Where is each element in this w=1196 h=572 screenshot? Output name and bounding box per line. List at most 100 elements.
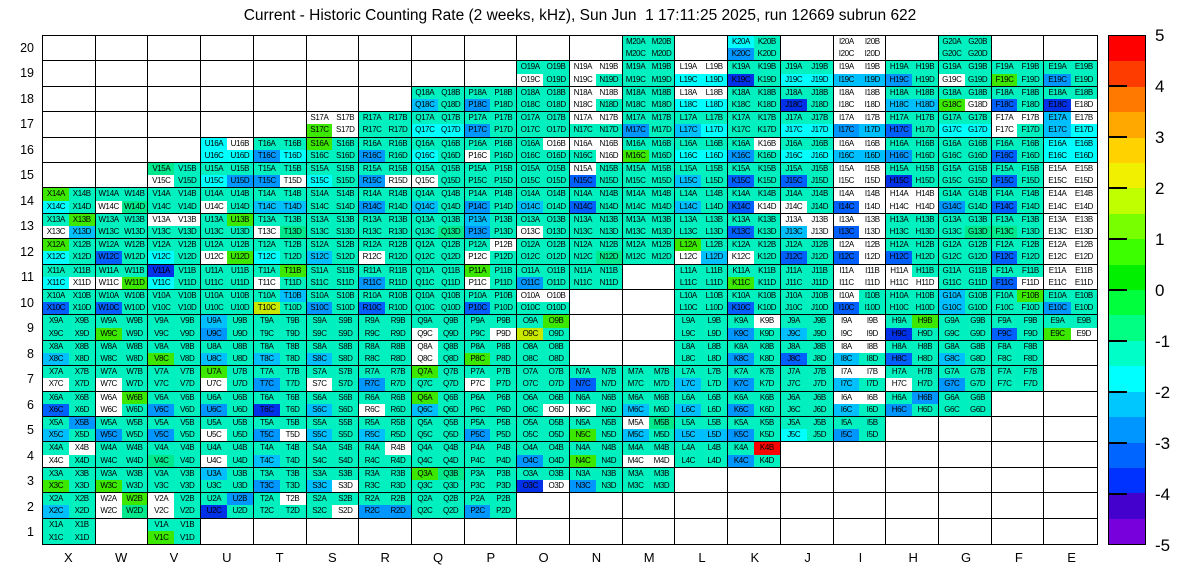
channel-T4B: T4B (279, 442, 306, 455)
empty-quadrant (728, 518, 754, 532)
channel-M17B: M17B (648, 112, 675, 125)
x-axis-label-W: W (115, 550, 128, 565)
channel-T16B: T16B (279, 137, 306, 150)
cell-T3: T3A T3B T3C T3D (253, 467, 307, 494)
cell-R19 (359, 61, 412, 87)
empty-quadrant (279, 98, 306, 112)
channel-G18A: G18A (938, 86, 965, 99)
channel-P2B: P2B (490, 493, 517, 506)
channel-J8A: J8A (780, 340, 807, 353)
channel-G11A: G11A (938, 264, 965, 277)
channel-L4D: L4D (701, 454, 728, 467)
empty-quadrant (306, 518, 333, 532)
channel-O10C: O10C (517, 302, 544, 315)
cell-E3 (1044, 467, 1097, 494)
cell-I19: I19A I19B I19C I19D (833, 61, 887, 87)
channel-V6C: V6C (148, 403, 175, 416)
channel-X13A: X13A (43, 213, 69, 226)
channel-V10D: V10D (174, 302, 201, 315)
channel-H7B: H7B (912, 366, 938, 379)
cell-R4: R4A R4B R4C R4D (359, 442, 412, 468)
channel-K6D: K6D (753, 403, 780, 416)
empty-quadrant (253, 518, 280, 532)
empty-quadrant (780, 505, 807, 518)
empty-quadrant (675, 505, 702, 518)
channel-U16B: U16B (226, 137, 253, 150)
channel-P13B: P13B (490, 213, 517, 226)
channel-F9A: F9A (991, 315, 1018, 328)
channel-U13D: U13D (226, 225, 253, 239)
channel-G15A: G15A (938, 162, 965, 176)
cell-W19 (95, 61, 149, 87)
channel-E11A: E11A (1044, 264, 1071, 277)
channel-K4C: K4C (728, 454, 754, 467)
cell-H9: H9A H9B H9C H9D (886, 315, 939, 341)
channel-N14D: N14D (595, 200, 622, 213)
empty-quadrant (174, 98, 201, 112)
channel-I9D: I9D (859, 327, 886, 340)
channel-J9D: J9D (806, 327, 833, 340)
channel-H10C: H10C (886, 302, 913, 315)
empty-quadrant (622, 315, 649, 328)
channel-I5A: I5A (833, 416, 860, 430)
channel-E14C: E14C (1044, 200, 1071, 213)
channel-U4A: U4A (201, 442, 227, 455)
channel-J12B: J12B (806, 239, 833, 252)
channel-K11D: K11D (753, 276, 780, 289)
cell-J1 (780, 518, 834, 544)
channel-F9D: F9D (1017, 327, 1044, 340)
channel-V10A: V10A (148, 289, 175, 303)
channel-N19A: N19A (570, 61, 596, 74)
channel-T3C: T3C (253, 479, 280, 493)
channel-W10B: W10B (121, 289, 148, 303)
empty-quadrant (411, 48, 438, 61)
channel-P18C: P18C (464, 98, 491, 112)
channel-N12C: N12C (570, 251, 596, 264)
channel-F12C: F12C (991, 251, 1018, 264)
empty-quadrant (68, 86, 95, 99)
channel-V12D: V12D (174, 251, 201, 264)
cell-E4 (1044, 442, 1097, 468)
channel-W10A: W10A (95, 289, 122, 303)
channel-U12D: U12D (226, 251, 253, 264)
empty-quadrant (780, 493, 807, 506)
channel-U10D: U10D (226, 302, 253, 315)
channel-H10B: H10B (912, 289, 938, 303)
channel-N3B: N3B (595, 467, 622, 480)
cell-K5: K5A K5B K5C K5D (728, 416, 781, 443)
cell-K2 (728, 493, 781, 519)
channel-R13B: R13B (385, 213, 411, 226)
channel-U10A: U10A (201, 289, 227, 303)
cell-O5: O5A O5B O5C O5D (517, 416, 570, 443)
channel-J10B: J10B (806, 289, 833, 303)
channel-R16C: R16C (359, 149, 386, 162)
channel-E17A: E17A (1044, 112, 1071, 125)
empty-quadrant (95, 112, 122, 125)
channel-P17B: P17B (490, 112, 517, 125)
channel-T11B: T11B (279, 264, 306, 277)
empty-quadrant (201, 86, 227, 99)
cell-H19: H19A H19B H19C H19D (886, 61, 939, 87)
channel-G16A: G16A (938, 137, 965, 150)
cell-P5: P5A P5B P5C P5D (464, 416, 518, 443)
empty-quadrant (437, 48, 464, 61)
empty-quadrant (701, 531, 728, 544)
empty-quadrant (780, 442, 807, 455)
empty-quadrant (43, 73, 69, 86)
channel-X14C: X14C (43, 200, 69, 213)
channel-M3D: M3D (648, 479, 675, 493)
empty-quadrant (912, 531, 938, 544)
cell-S11: S11A S11B S11C S11D (306, 264, 360, 290)
channel-L17B: L17B (701, 112, 728, 125)
channel-L8C: L8C (675, 352, 702, 366)
channel-F7D: F7D (1017, 378, 1044, 391)
channel-O11C: O11C (517, 276, 544, 289)
channel-O3A: O3A (517, 467, 544, 480)
empty-quadrant (68, 48, 95, 61)
empty-quadrant (490, 36, 517, 49)
channel-Q15D: Q15D (437, 175, 464, 188)
channel-I9A: I9A (833, 315, 860, 328)
cell-M2 (622, 493, 676, 519)
cell-K18: K18A K18B K18C K18D (728, 86, 781, 113)
cell-S10: S10A S10B S10C S10D (306, 289, 360, 316)
